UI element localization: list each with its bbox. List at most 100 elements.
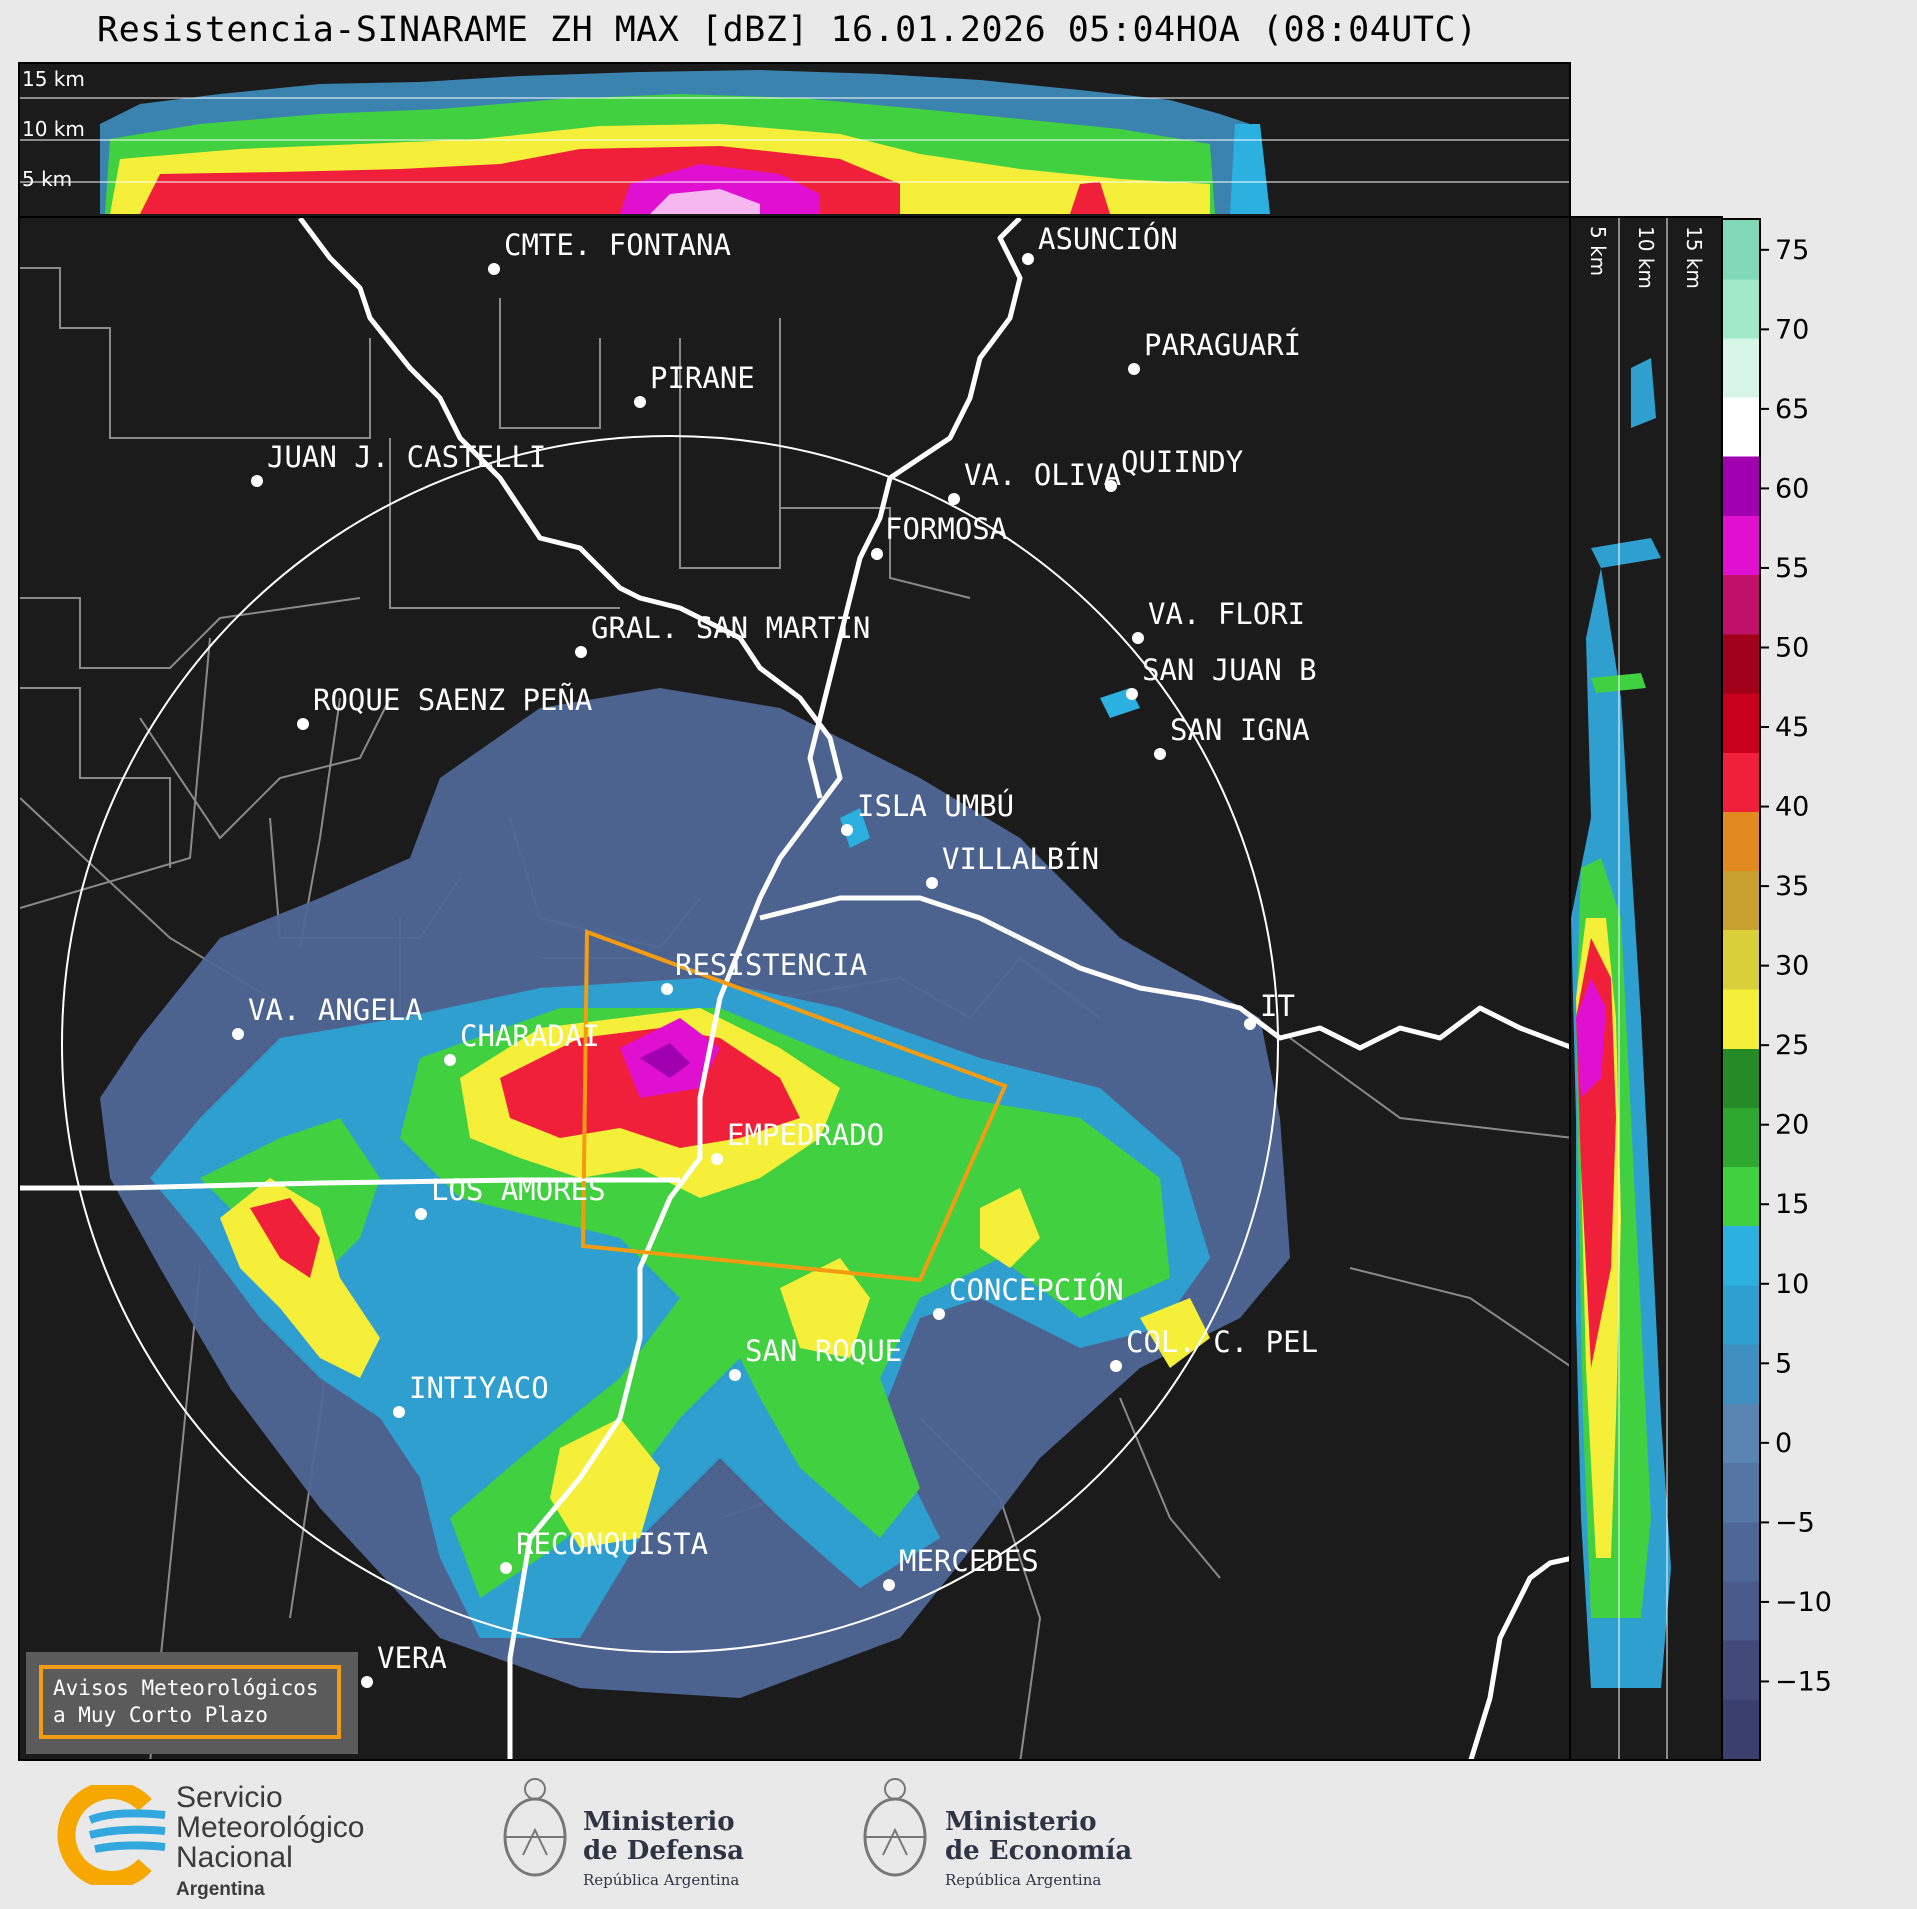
warnings-notice-box[interactable]: Avisos Meteorológicos a Muy Corto Plazo [26,1652,358,1754]
colorbar-tick-label: 0 [1775,1428,1792,1459]
city-va-flori[interactable]: VA. FLORI [1132,597,1305,644]
side-label-15km: 15 km [1682,226,1706,289]
colorbar-tick-label: 60 [1775,473,1809,504]
svg-text:ISLA UMBÚ: ISLA UMBÚ [857,789,1014,823]
city-paraguari[interactable]: PARAGUARÍ [1128,328,1301,375]
svg-text:EMPEDRADO: EMPEDRADO [727,1118,884,1152]
city-asuncion[interactable]: ASUNCIÓN [1022,222,1178,265]
city-san-igna[interactable]: SAN IGNA [1154,713,1310,760]
colorbar-tick-label: 55 [1775,553,1809,584]
svg-text:SAN IGNA: SAN IGNA [1170,713,1310,747]
city-villalbin[interactable]: VILLALBÍN [926,842,1099,889]
city-isla-umbu[interactable]: ISLA UMBÚ [841,789,1014,836]
city-va-oliva[interactable]: VA. OLIVA [948,458,1121,505]
svg-text:SAN JUAN B: SAN JUAN B [1142,653,1317,687]
smn-sub: Argentina [176,1879,265,1900]
defensa-logo-text: Ministerio de Defensa República Argentin… [583,1808,744,1895]
smn-logo-text: Servicio Meteorológico Nacional Argentin… [176,1783,364,1905]
colorbar-tick-label: 5 [1775,1348,1792,1379]
colorbar-tick-label: 50 [1775,632,1809,663]
city-markers: CMTE. FONTANA ASUNCIÓN PIRANE PARAGUARÍ … [232,222,1318,1688]
svg-text:VERA: VERA [377,1641,447,1675]
colorbar-tick-label: 40 [1775,792,1809,823]
svg-text:LOS AMORES: LOS AMORES [431,1173,606,1207]
city-it[interactable]: IT [1244,989,1295,1030]
defensa-line-2: de Defensa [583,1836,744,1866]
smn-line-1: Servicio [176,1781,283,1814]
city-gral-san-martin[interactable]: GRAL. SAN MARTIN [575,611,870,658]
svg-text:VA. FLORI: VA. FLORI [1148,597,1305,631]
svg-text:ROQUE SAENZ PEÑA: ROQUE SAENZ PEÑA [313,683,592,717]
notice-line-1: Avisos Meteorológicos [53,1676,319,1700]
city-concepcion[interactable]: CONCEPCIÓN [933,1273,1124,1320]
city-mercedes[interactable]: MERCEDES [883,1544,1039,1591]
range-ring [61,435,1279,1653]
svg-text:PIRANE: PIRANE [650,361,755,395]
radar-map-panel[interactable]: CMTE. FONTANA ASUNCIÓN PIRANE PARAGUARÍ … [18,216,1571,1761]
city-charadai[interactable]: CHARADAI [444,1019,600,1066]
svg-text:SAN ROQUE: SAN ROQUE [745,1334,902,1368]
city-san-juan-b[interactable]: SAN JUAN B [1126,653,1317,700]
city-intiyaco[interactable]: INTIYACO [393,1371,549,1418]
radar-echoes [100,688,1290,1698]
svg-text:JUAN J. CASTELLI: JUAN J. CASTELLI [267,440,546,474]
map-title: Resistencia-SINARAME ZH MAX [dBZ] 16.01.… [97,10,1478,50]
svg-text:VILLALBÍN: VILLALBÍN [942,842,1099,876]
city-roque-saenz-pena[interactable]: ROQUE SAENZ PEÑA [297,683,592,730]
side-height-profile-panel: 5 km 10 km 15 km [1569,216,1723,1761]
colorbar-tick-label: 75 [1775,235,1809,266]
colorbar-tick-label: 45 [1775,712,1809,743]
defensa-sub: República Argentina [583,1871,740,1889]
smn-line-3: Nacional [176,1841,293,1874]
side-label-5km: 5 km [1586,226,1610,276]
smn-logo-icon [57,1785,166,1885]
economia-sub: República Argentina [945,1871,1102,1889]
economia-line-2: de Economía [945,1836,1133,1866]
economia-line-1: Ministerio [945,1807,1097,1837]
colorbar-tick-label: −10 [1775,1587,1832,1618]
svg-text:VA. OLIVA: VA. OLIVA [964,458,1121,492]
colorbar-tick-label: 65 [1775,394,1809,425]
svg-text:RECONQUISTA: RECONQUISTA [516,1527,708,1561]
colorbar-tick-label: −5 [1775,1507,1815,1538]
city-juan-j-castelli[interactable]: JUAN J. CASTELLI [251,440,546,487]
colorbar-tick-label: 70 [1775,314,1809,345]
svg-text:QUIINDY: QUIINDY [1121,445,1243,479]
city-reconquista[interactable]: RECONQUISTA [500,1527,708,1574]
svg-text:INTIYACO: INTIYACO [409,1371,549,1405]
city-formosa[interactable]: FORMOSA [871,512,1007,560]
city-cmte-fontana[interactable]: CMTE. FONTANA [488,228,731,275]
svg-text:RESISTENCIA: RESISTENCIA [675,948,867,982]
colorbar-tick-label: −15 [1775,1666,1832,1697]
economia-logo-text: Ministerio de Economía República Argenti… [945,1808,1132,1895]
city-vera[interactable]: VERA [361,1641,447,1688]
city-pirane[interactable]: PIRANE [634,361,755,408]
city-empedrado[interactable]: EMPEDRADO [711,1118,884,1165]
colorbar-tick-label: 10 [1775,1269,1809,1300]
city-col-c-pel[interactable]: COL. C. PEL [1110,1325,1318,1372]
height-label-15km: 15 km [22,67,85,91]
city-resistencia[interactable]: RESISTENCIA [661,948,867,995]
city-quiindy[interactable]: QUIINDY [1105,445,1243,492]
svg-text:CMTE. FONTANA: CMTE. FONTANA [504,228,731,262]
city-los-amores[interactable]: LOS AMORES [415,1173,606,1220]
city-san-roque[interactable]: SAN ROQUE [729,1334,902,1381]
svg-text:CONCEPCIÓN: CONCEPCIÓN [949,1273,1124,1307]
svg-text:ASUNCIÓN: ASUNCIÓN [1038,222,1178,256]
svg-text:GRAL. SAN MARTIN: GRAL. SAN MARTIN [591,611,870,645]
colorbar-tick-label: 30 [1775,951,1809,982]
svg-text:PARAGUARÍ: PARAGUARÍ [1144,328,1301,362]
economia-shield-icon [863,1778,927,1877]
svg-text:COL. C. PEL: COL. C. PEL [1126,1325,1318,1359]
svg-text:MERCEDES: MERCEDES [899,1544,1039,1578]
side-label-10km: 10 km [1634,226,1658,289]
colorbar-tick-label: 35 [1775,871,1809,902]
defensa-line-1: Ministerio [583,1807,735,1837]
dbz-colorbar [1721,218,1761,1761]
height-label-5km: 5 km [22,167,72,191]
svg-text:FORMOSA: FORMOSA [885,512,1007,546]
city-va-angela[interactable]: VA. ANGELA [232,993,423,1040]
footer-logos [0,1761,1917,1909]
rivers [20,218,1569,1759]
height-label-10km: 10 km [22,117,85,141]
